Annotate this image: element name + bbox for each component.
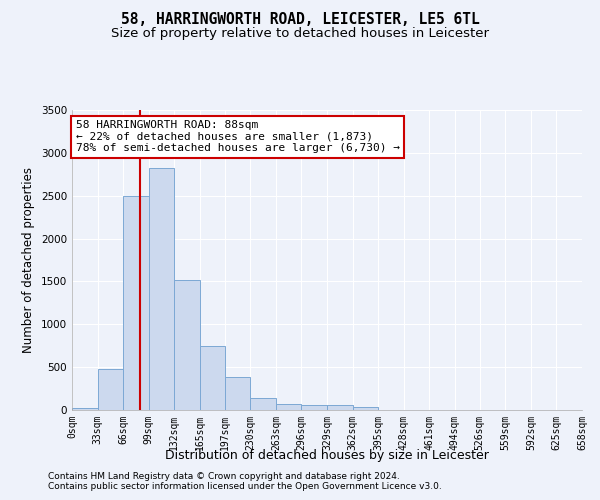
Bar xyxy=(327,405,353,410)
Y-axis label: Number of detached properties: Number of detached properties xyxy=(22,167,35,353)
Bar xyxy=(175,280,200,410)
Bar xyxy=(123,196,149,410)
Bar xyxy=(301,406,327,410)
Bar xyxy=(353,408,378,410)
Text: Size of property relative to detached houses in Leicester: Size of property relative to detached ho… xyxy=(111,28,489,40)
Bar xyxy=(200,346,224,410)
Bar xyxy=(72,408,98,410)
Text: 58 HARRINGWORTH ROAD: 88sqm
← 22% of detached houses are smaller (1,873)
78% of : 58 HARRINGWORTH ROAD: 88sqm ← 22% of det… xyxy=(76,120,400,154)
Bar xyxy=(250,398,276,410)
Text: Distribution of detached houses by size in Leicester: Distribution of detached houses by size … xyxy=(165,448,489,462)
Text: Contains HM Land Registry data © Crown copyright and database right 2024.: Contains HM Land Registry data © Crown c… xyxy=(48,472,400,481)
Bar xyxy=(149,168,175,410)
Bar xyxy=(224,376,250,410)
Bar xyxy=(276,404,301,410)
Bar xyxy=(98,369,123,410)
Text: Contains public sector information licensed under the Open Government Licence v3: Contains public sector information licen… xyxy=(48,482,442,491)
Text: 58, HARRINGWORTH ROAD, LEICESTER, LE5 6TL: 58, HARRINGWORTH ROAD, LEICESTER, LE5 6T… xyxy=(121,12,479,28)
